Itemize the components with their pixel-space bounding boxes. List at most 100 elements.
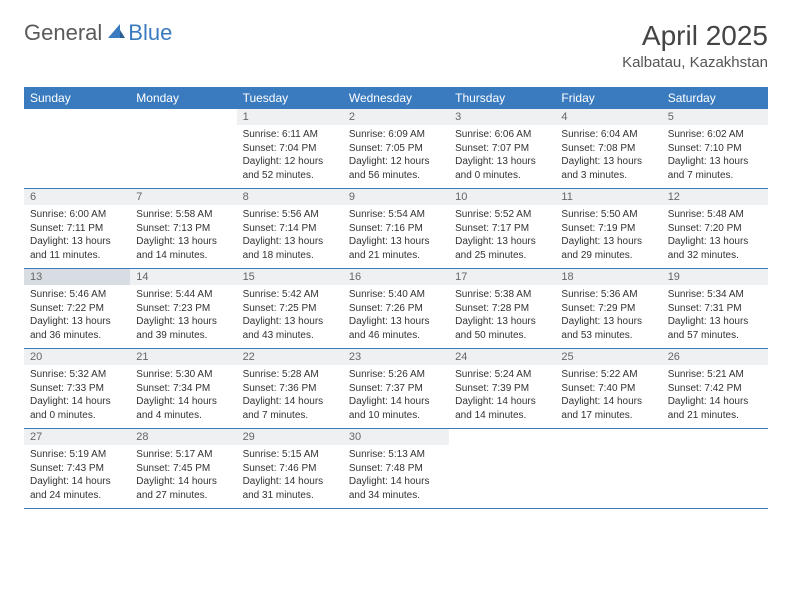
sunset-text: Sunset: 7:37 PM [349,382,443,396]
day-details: Sunrise: 5:42 AMSunset: 7:25 PMDaylight:… [237,285,343,348]
calendar-day-cell [555,429,661,509]
day-details: Sunrise: 5:34 AMSunset: 7:31 PMDaylight:… [662,285,768,348]
day-details: Sunrise: 5:58 AMSunset: 7:13 PMDaylight:… [130,205,236,268]
calendar-week: 20Sunrise: 5:32 AMSunset: 7:33 PMDayligh… [24,349,768,429]
day-number: 7 [130,189,236,205]
sunrise-text: Sunrise: 5:17 AM [136,448,230,462]
sunrise-text: Sunrise: 6:09 AM [349,128,443,142]
sunrise-text: Sunrise: 6:11 AM [243,128,337,142]
month-title: April 2025 [622,20,768,52]
daylight-text: Daylight: 13 hours and 36 minutes. [30,315,124,342]
sunrise-text: Sunrise: 5:32 AM [30,368,124,382]
day-number: 12 [662,189,768,205]
calendar-head: SundayMondayTuesdayWednesdayThursdayFrid… [24,87,768,109]
sunset-text: Sunset: 7:39 PM [455,382,549,396]
calendar-day-cell: 11Sunrise: 5:50 AMSunset: 7:19 PMDayligh… [555,189,661,269]
day-number: 2 [343,109,449,125]
sunrise-text: Sunrise: 5:34 AM [668,288,762,302]
sunset-text: Sunset: 7:23 PM [136,302,230,316]
sunrise-text: Sunrise: 5:58 AM [136,208,230,222]
day-number: 9 [343,189,449,205]
calendar-day-cell: 2Sunrise: 6:09 AMSunset: 7:05 PMDaylight… [343,109,449,189]
sunset-text: Sunset: 7:14 PM [243,222,337,236]
calendar-day-cell: 21Sunrise: 5:30 AMSunset: 7:34 PMDayligh… [130,349,236,429]
weekday-header: Tuesday [237,87,343,109]
sunrise-text: Sunrise: 6:04 AM [561,128,655,142]
sunrise-text: Sunrise: 5:50 AM [561,208,655,222]
day-number: 5 [662,109,768,125]
day-number: 16 [343,269,449,285]
day-details: Sunrise: 5:50 AMSunset: 7:19 PMDaylight:… [555,205,661,268]
calendar-day-cell: 12Sunrise: 5:48 AMSunset: 7:20 PMDayligh… [662,189,768,269]
sunset-text: Sunset: 7:16 PM [349,222,443,236]
location: Kalbatau, Kazakhstan [622,54,768,71]
daylight-text: Daylight: 13 hours and 53 minutes. [561,315,655,342]
daylight-text: Daylight: 14 hours and 24 minutes. [30,475,124,502]
sunset-text: Sunset: 7:26 PM [349,302,443,316]
day-number: 11 [555,189,661,205]
day-details: Sunrise: 5:24 AMSunset: 7:39 PMDaylight:… [449,365,555,428]
day-details: Sunrise: 5:22 AMSunset: 7:40 PMDaylight:… [555,365,661,428]
day-number: 19 [662,269,768,285]
logo-text-general: General [24,20,102,46]
day-details: Sunrise: 6:06 AMSunset: 7:07 PMDaylight:… [449,125,555,188]
calendar-day-cell: 20Sunrise: 5:32 AMSunset: 7:33 PMDayligh… [24,349,130,429]
calendar-day-cell: 6Sunrise: 6:00 AMSunset: 7:11 PMDaylight… [24,189,130,269]
sunset-text: Sunset: 7:08 PM [561,142,655,156]
sunrise-text: Sunrise: 5:44 AM [136,288,230,302]
day-details: Sunrise: 6:02 AMSunset: 7:10 PMDaylight:… [662,125,768,188]
logo-text-blue: Blue [128,20,172,46]
sunset-text: Sunset: 7:17 PM [455,222,549,236]
day-number: 1 [237,109,343,125]
sunrise-text: Sunrise: 5:48 AM [668,208,762,222]
sunset-text: Sunset: 7:13 PM [136,222,230,236]
calendar-week: 1Sunrise: 6:11 AMSunset: 7:04 PMDaylight… [24,109,768,189]
day-details: Sunrise: 5:15 AMSunset: 7:46 PMDaylight:… [237,445,343,508]
day-details: Sunrise: 5:46 AMSunset: 7:22 PMDaylight:… [24,285,130,348]
sunset-text: Sunset: 7:42 PM [668,382,762,396]
weekday-header: Friday [555,87,661,109]
daylight-text: Daylight: 13 hours and 32 minutes. [668,235,762,262]
calendar-day-cell: 26Sunrise: 5:21 AMSunset: 7:42 PMDayligh… [662,349,768,429]
calendar-day-cell: 7Sunrise: 5:58 AMSunset: 7:13 PMDaylight… [130,189,236,269]
day-details: Sunrise: 6:11 AMSunset: 7:04 PMDaylight:… [237,125,343,188]
day-number: 17 [449,269,555,285]
calendar-day-cell: 23Sunrise: 5:26 AMSunset: 7:37 PMDayligh… [343,349,449,429]
calendar-day-cell: 27Sunrise: 5:19 AMSunset: 7:43 PMDayligh… [24,429,130,509]
daylight-text: Daylight: 13 hours and 29 minutes. [561,235,655,262]
daylight-text: Daylight: 14 hours and 17 minutes. [561,395,655,422]
calendar-day-cell [449,429,555,509]
day-details: Sunrise: 5:36 AMSunset: 7:29 PMDaylight:… [555,285,661,348]
sunrise-text: Sunrise: 5:22 AM [561,368,655,382]
day-details: Sunrise: 5:17 AMSunset: 7:45 PMDaylight:… [130,445,236,508]
day-details: Sunrise: 5:13 AMSunset: 7:48 PMDaylight:… [343,445,449,508]
daylight-text: Daylight: 13 hours and 25 minutes. [455,235,549,262]
day-number: 20 [24,349,130,365]
daylight-text: Daylight: 13 hours and 43 minutes. [243,315,337,342]
day-number: 26 [662,349,768,365]
calendar-day-cell: 9Sunrise: 5:54 AMSunset: 7:16 PMDaylight… [343,189,449,269]
calendar-day-cell [24,109,130,189]
weekday-header: Thursday [449,87,555,109]
daylight-text: Daylight: 14 hours and 4 minutes. [136,395,230,422]
day-details: Sunrise: 5:52 AMSunset: 7:17 PMDaylight:… [449,205,555,268]
calendar-body: 1Sunrise: 6:11 AMSunset: 7:04 PMDaylight… [24,109,768,509]
sunrise-text: Sunrise: 5:46 AM [30,288,124,302]
calendar-day-cell: 1Sunrise: 6:11 AMSunset: 7:04 PMDaylight… [237,109,343,189]
day-number: 15 [237,269,343,285]
sunrise-text: Sunrise: 6:00 AM [30,208,124,222]
title-block: April 2025 Kalbatau, Kazakhstan [622,20,768,71]
sunset-text: Sunset: 7:31 PM [668,302,762,316]
sunset-text: Sunset: 7:34 PM [136,382,230,396]
daylight-text: Daylight: 14 hours and 7 minutes. [243,395,337,422]
day-details: Sunrise: 5:48 AMSunset: 7:20 PMDaylight:… [662,205,768,268]
day-details: Sunrise: 5:56 AMSunset: 7:14 PMDaylight:… [237,205,343,268]
sunrise-text: Sunrise: 5:24 AM [455,368,549,382]
daylight-text: Daylight: 13 hours and 11 minutes. [30,235,124,262]
calendar-day-cell: 19Sunrise: 5:34 AMSunset: 7:31 PMDayligh… [662,269,768,349]
day-number: 10 [449,189,555,205]
sunrise-text: Sunrise: 5:26 AM [349,368,443,382]
daylight-text: Daylight: 14 hours and 0 minutes. [30,395,124,422]
daylight-text: Daylight: 13 hours and 46 minutes. [349,315,443,342]
sunrise-text: Sunrise: 5:28 AM [243,368,337,382]
